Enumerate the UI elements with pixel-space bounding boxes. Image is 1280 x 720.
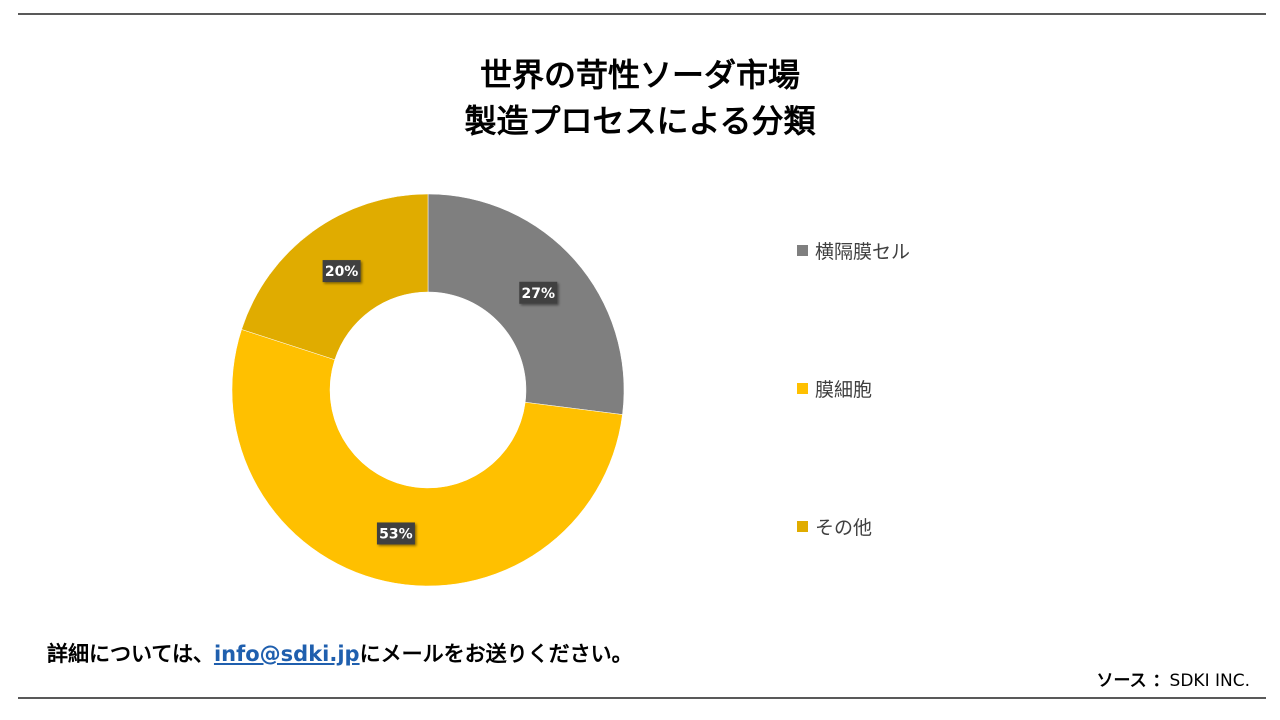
data-label-1: 27%: [519, 281, 558, 304]
legend-item-3: その他: [797, 513, 872, 540]
data-label-text-2: 53%: [379, 526, 413, 542]
email-link[interactable]: info@sdki.jp: [213, 642, 360, 666]
donut-chart: 27% 53% 20%: [231, 193, 625, 587]
source-label: ソース ：: [1096, 671, 1170, 691]
data-label-box-1: [519, 281, 558, 304]
source-value: SDKI INC.: [1169, 671, 1250, 691]
bottom-divider: [18, 697, 1266, 699]
legend-swatch-3: [797, 521, 808, 532]
legend-label-3: その他: [815, 517, 873, 539]
donut-slice-1: [427, 193, 625, 415]
source-note: ソース ：SDKI INC.: [1096, 666, 1250, 691]
legend-item-2: 膜細胞: [797, 375, 872, 402]
contact-footer: 詳細については、info@sdki.jpにメールをお送りください。: [47, 638, 633, 668]
data-label-box-2: [376, 522, 415, 545]
footer-prefix: 詳細については、: [47, 642, 214, 666]
legend-label-2: 膜細胞: [815, 379, 873, 401]
legend-swatch-1: [797, 245, 808, 256]
footer-suffix: にメールをお送りください。: [359, 642, 633, 666]
chart-title: 世界の苛性ソーダ市場 製造プロセスによる分類: [0, 52, 1280, 144]
data-label-text-3: 20%: [325, 264, 359, 280]
chart-title-line-1: 世界の苛性ソーダ市場: [479, 56, 800, 94]
legend-item-1: 横隔膜セル: [797, 237, 910, 264]
data-label-box-3: [322, 260, 361, 283]
data-label-2: 53%: [376, 522, 415, 545]
data-label-3: 20%: [322, 260, 361, 283]
legend-label-1: 横隔膜セル: [815, 241, 911, 263]
data-label-text-1: 27%: [522, 286, 556, 302]
chart-title-line-2: 製造プロセスによる分類: [464, 102, 816, 140]
legend-swatch-2: [797, 383, 808, 394]
donut-slice-2: [231, 329, 623, 587]
top-divider: [18, 13, 1266, 15]
